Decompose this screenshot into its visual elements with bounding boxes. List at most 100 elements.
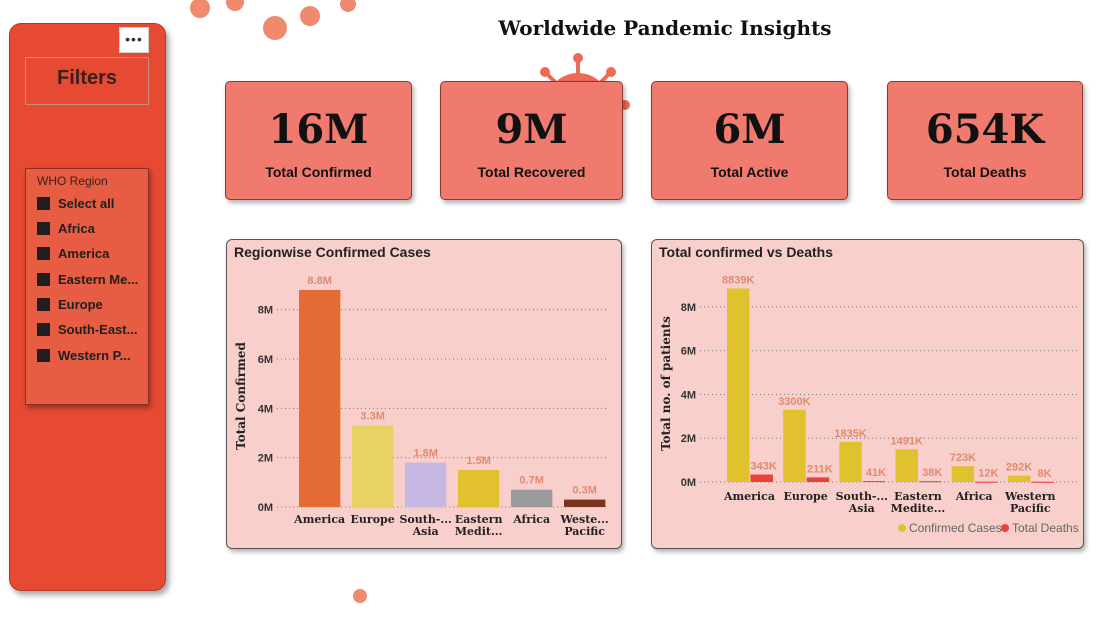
kpi-value: 16M — [268, 106, 369, 153]
slicer-item-europe[interactable]: Europe — [37, 294, 103, 314]
chart-title: Total confirmed vs Deaths — [659, 244, 834, 260]
slicer-item-label: America — [58, 245, 110, 261]
y-tick-label: 8M — [681, 302, 696, 314]
data-label: 3300K — [778, 396, 810, 408]
x-tick-label: Asia — [412, 525, 439, 538]
kpi-label: Total Recovered — [477, 164, 586, 180]
legend-marker — [1001, 524, 1009, 532]
kpi-card-total-active: 6M Total Active — [651, 81, 848, 200]
data-label: 8.8M — [307, 275, 331, 287]
slicer-item-select-all[interactable]: Select all — [37, 193, 114, 213]
x-tick-label: Europe — [351, 513, 395, 526]
bar — [352, 425, 394, 507]
y-tick-label: 8M — [258, 305, 273, 317]
kpi-label: Total Confirmed — [265, 164, 372, 180]
data-label: 211K — [807, 463, 833, 475]
x-tick-label: Eastern — [894, 490, 942, 503]
bar-confirmed — [951, 466, 975, 482]
slicer-item-label: Western P... — [58, 347, 131, 363]
x-tick-label: Weste... — [560, 513, 609, 526]
checkbox[interactable] — [37, 221, 50, 235]
chart-regionwise-confirmed: Regionwise Confirmed Cases 0M 2M 4M 6M 8M Tot… — [226, 239, 622, 549]
x-tick-label: South-... — [399, 513, 451, 526]
y-tick-label: 2M — [681, 433, 696, 445]
data-label: 1491K — [891, 435, 923, 447]
data-label: 1.5M — [466, 455, 490, 467]
x-tick-label: Eastern — [455, 513, 503, 526]
bar-deaths — [1031, 481, 1054, 483]
bar-deaths — [975, 481, 998, 483]
bar-deaths — [750, 474, 773, 482]
bar — [511, 489, 553, 507]
bar-confirmed — [839, 441, 862, 482]
chart-confirmed-vs-deaths: Total confirmed vs Deaths 0M 2M 4M 6M 8M Tota… — [651, 239, 1084, 549]
legend-marker — [898, 524, 906, 532]
confirmed-vs-deaths-bar-chart: 0M 2M 4M 6M 8M Total no. of patients 8839K 343K… — [659, 275, 1079, 535]
checkbox[interactable] — [37, 272, 50, 286]
bar — [564, 499, 606, 507]
kpi-card-total-confirmed: 16M Total Confirmed — [225, 81, 412, 200]
data-label: 1835K — [834, 428, 866, 440]
data-label: 8839K — [722, 275, 754, 287]
slicer-item-label: Select all — [58, 195, 115, 211]
slicer-item-africa[interactable]: Africa — [37, 218, 95, 238]
x-tick-label: America — [723, 490, 775, 503]
x-tick-label: Pacific — [564, 525, 605, 538]
data-label: 1.8M — [413, 448, 437, 460]
slicer-item-label: South-East... — [58, 321, 138, 337]
data-label: 723K — [950, 452, 976, 464]
slicer-item-south-east-asia[interactable]: South-East... — [37, 319, 137, 339]
bar — [299, 289, 341, 507]
legend-label: Confirmed Cases — [909, 521, 1002, 535]
slicer-item-label: Africa — [58, 220, 95, 236]
slicer-item-america[interactable]: America — [37, 243, 109, 263]
data-label: 343K — [751, 460, 777, 472]
x-tick-label: Western — [1004, 490, 1056, 503]
bar-confirmed — [727, 288, 750, 482]
x-tick-label: Medite... — [891, 502, 946, 515]
slicer-item-label: Europe — [58, 296, 103, 312]
y-axis-label: Total Confirmed — [234, 342, 248, 450]
checkbox[interactable] — [37, 322, 50, 336]
slicer-item-eastern-mediterranean[interactable]: Eastern Me... — [37, 269, 138, 289]
slicer-item-western-pacific[interactable]: Western P... — [37, 345, 131, 365]
checkbox[interactable] — [37, 297, 50, 311]
regionwise-bar-chart: 0M 2M 4M 6M 8M Total Confirmed 8.8M America 3.3M… — [234, 275, 609, 538]
bar — [405, 462, 447, 507]
y-tick-label: 6M — [258, 354, 273, 366]
y-tick-label: 0M — [681, 477, 696, 489]
slicer-item-label: Eastern Me... — [58, 271, 139, 287]
bar-confirmed — [1007, 475, 1031, 482]
who-region-slicer: WHO Region Select all Africa America Eas… — [25, 168, 149, 405]
x-tick-label: Pacific — [1010, 502, 1051, 515]
filters-title: Filters — [25, 57, 149, 105]
x-tick-label: Asia — [848, 502, 875, 515]
data-label: 292K — [1006, 462, 1032, 474]
x-tick-label: Medit... — [455, 525, 503, 538]
y-tick-label: 4M — [681, 389, 696, 401]
x-tick-label: Africa — [512, 513, 550, 526]
x-tick-label: America — [293, 513, 345, 526]
data-label: 12K — [978, 468, 998, 480]
kpi-card-total-recovered: 9M Total Recovered — [440, 81, 623, 200]
bar-deaths — [862, 481, 886, 483]
virus-decoration-top — [190, 0, 356, 40]
data-label: 41K — [866, 467, 886, 479]
checkbox[interactable] — [37, 196, 50, 210]
kpi-value: 6M — [713, 106, 786, 153]
y-tick-label: 6M — [681, 346, 696, 358]
x-tick-label: South-... — [836, 490, 888, 503]
slicer-title: WHO Region — [37, 174, 108, 188]
data-label: 3.3M — [360, 411, 384, 423]
y-tick-label: 2M — [258, 453, 273, 465]
data-label: 38K — [922, 467, 942, 479]
x-tick-label: Europe — [784, 490, 828, 503]
bar-confirmed — [783, 409, 806, 482]
checkbox[interactable] — [37, 348, 50, 362]
legend-label: Total Deaths — [1012, 521, 1079, 535]
checkbox[interactable] — [37, 246, 50, 260]
more-options-button[interactable]: ••• — [119, 27, 149, 53]
kpi-value: 654K — [925, 106, 1045, 153]
page-title: Worldwide Pandemic Insights — [498, 16, 832, 40]
y-tick-label: 0M — [258, 502, 273, 514]
